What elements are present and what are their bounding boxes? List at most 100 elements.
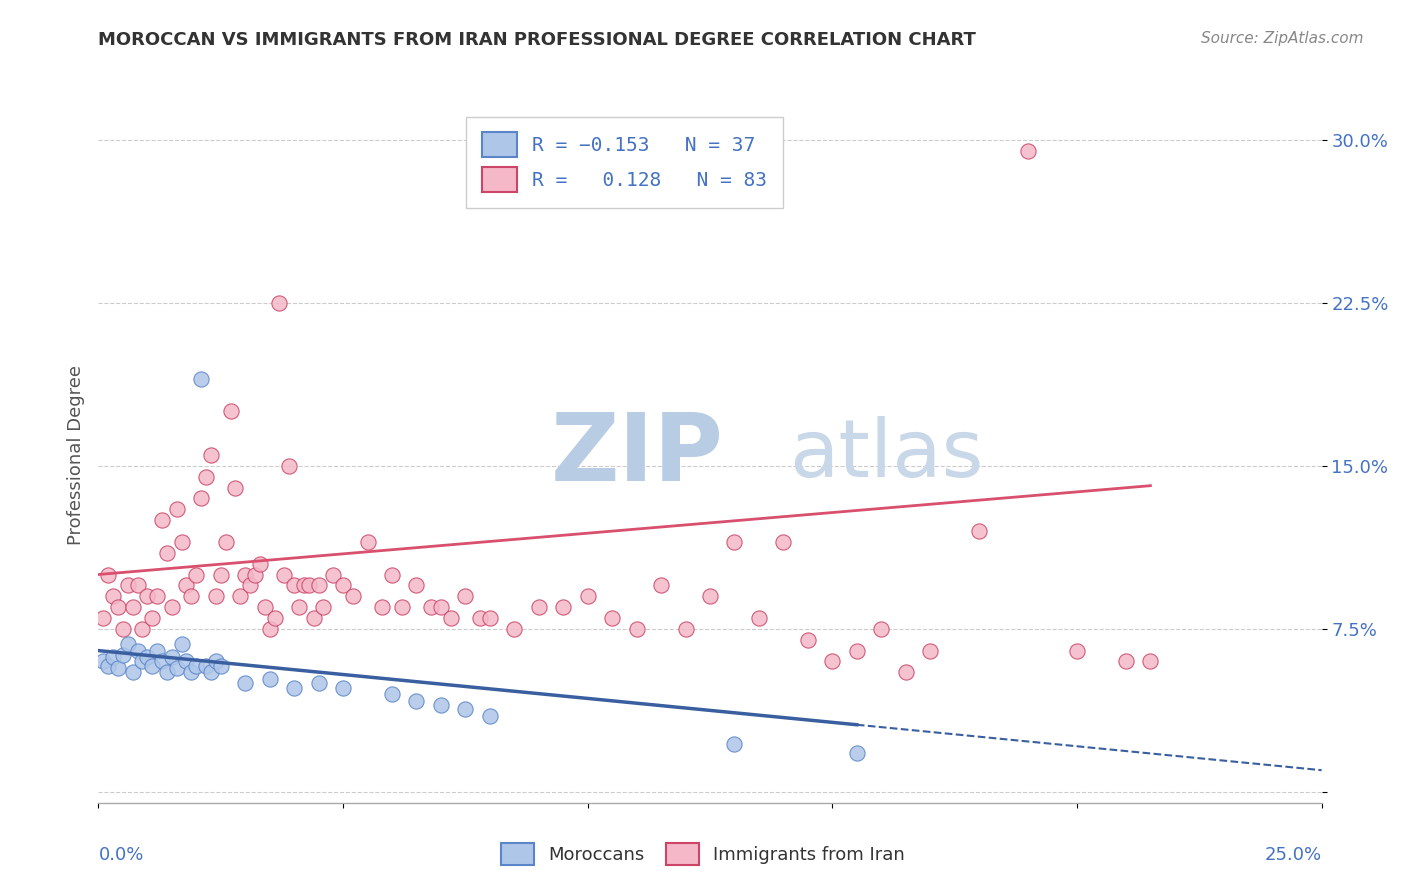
- Point: [430, 600, 453, 615]
- Point: [131, 622, 153, 636]
- Point: [121, 600, 143, 615]
- Point: [283, 681, 305, 695]
- Legend: R = −0.153   N = 37, R =   0.128   N = 83: R = −0.153 N = 37, R = 0.128 N = 83: [465, 117, 783, 208]
- Point: [209, 567, 232, 582]
- Point: [224, 481, 246, 495]
- Point: [190, 372, 212, 386]
- Point: [269, 295, 291, 310]
- Point: [308, 676, 330, 690]
- Point: [150, 513, 173, 527]
- Point: [200, 665, 222, 680]
- Point: [180, 589, 202, 603]
- Point: [967, 524, 990, 538]
- Y-axis label: Professional Degree: Professional Degree: [66, 365, 84, 545]
- Point: [141, 658, 163, 673]
- Point: [186, 658, 208, 673]
- Point: [136, 650, 159, 665]
- Text: 0.0%: 0.0%: [98, 846, 143, 863]
- Point: [156, 665, 179, 680]
- Text: 25.0%: 25.0%: [1264, 846, 1322, 863]
- Point: [117, 578, 139, 592]
- Point: [312, 600, 335, 615]
- Point: [180, 665, 202, 680]
- Point: [288, 600, 311, 615]
- Point: [160, 650, 183, 665]
- Text: ZIP: ZIP: [551, 409, 724, 501]
- Point: [821, 655, 844, 669]
- Point: [478, 708, 501, 723]
- Text: atlas: atlas: [790, 416, 984, 494]
- Point: [1115, 655, 1137, 669]
- Point: [219, 404, 242, 418]
- Point: [845, 746, 868, 760]
- Point: [723, 534, 745, 549]
- Point: [1066, 643, 1088, 657]
- Point: [156, 546, 179, 560]
- Point: [200, 448, 222, 462]
- Point: [723, 737, 745, 751]
- Point: [176, 578, 198, 592]
- Point: [278, 458, 301, 473]
- Point: [626, 622, 648, 636]
- Point: [600, 611, 623, 625]
- Point: [527, 600, 550, 615]
- Text: Source: ZipAtlas.com: Source: ZipAtlas.com: [1201, 31, 1364, 46]
- Point: [454, 589, 477, 603]
- Point: [263, 611, 285, 625]
- Point: [111, 648, 134, 662]
- Point: [209, 658, 232, 673]
- Point: [870, 622, 893, 636]
- Point: [91, 655, 114, 669]
- Point: [229, 589, 252, 603]
- Point: [332, 681, 354, 695]
- Point: [195, 469, 218, 483]
- Point: [97, 567, 120, 582]
- Point: [371, 600, 394, 615]
- Point: [127, 578, 149, 592]
- Point: [107, 661, 129, 675]
- Point: [141, 611, 163, 625]
- Point: [391, 600, 413, 615]
- Point: [117, 637, 139, 651]
- Point: [478, 611, 501, 625]
- Point: [650, 578, 672, 592]
- Point: [97, 658, 120, 673]
- Point: [322, 567, 344, 582]
- Point: [454, 702, 477, 716]
- Point: [356, 534, 378, 549]
- Point: [205, 589, 228, 603]
- Point: [699, 589, 721, 603]
- Point: [845, 643, 868, 657]
- Point: [440, 611, 463, 625]
- Point: [253, 600, 276, 615]
- Point: [121, 665, 143, 680]
- Point: [214, 534, 236, 549]
- Point: [468, 611, 491, 625]
- Point: [503, 622, 526, 636]
- Point: [405, 693, 427, 707]
- Point: [239, 578, 262, 592]
- Point: [420, 600, 443, 615]
- Point: [91, 611, 114, 625]
- Point: [1139, 655, 1161, 669]
- Point: [576, 589, 599, 603]
- Point: [430, 698, 453, 712]
- Point: [748, 611, 770, 625]
- Point: [332, 578, 354, 592]
- Point: [170, 534, 193, 549]
- Point: [160, 600, 183, 615]
- Point: [111, 622, 134, 636]
- Point: [772, 534, 794, 549]
- Point: [894, 665, 917, 680]
- Point: [302, 611, 325, 625]
- Point: [136, 589, 159, 603]
- Text: MOROCCAN VS IMMIGRANTS FROM IRAN PROFESSIONAL DEGREE CORRELATION CHART: MOROCCAN VS IMMIGRANTS FROM IRAN PROFESS…: [98, 31, 976, 49]
- Point: [107, 600, 129, 615]
- Point: [342, 589, 364, 603]
- Point: [146, 643, 169, 657]
- Point: [249, 557, 271, 571]
- Point: [797, 632, 820, 647]
- Point: [675, 622, 697, 636]
- Point: [405, 578, 427, 592]
- Point: [381, 687, 404, 701]
